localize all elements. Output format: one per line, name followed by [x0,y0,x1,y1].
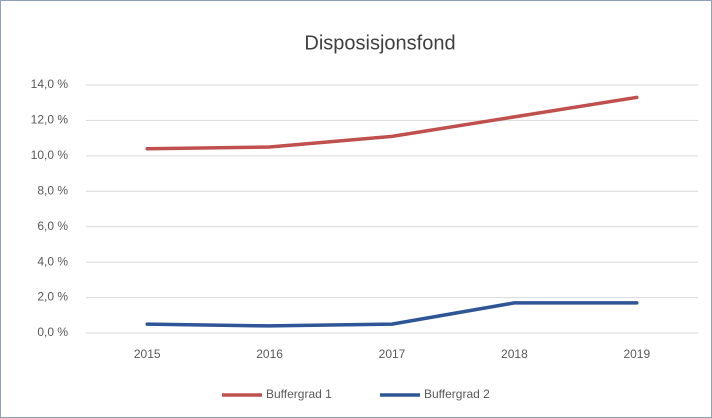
y-tick-label: 0,0 % [37,325,68,339]
y-tick-label: 10,0 % [31,148,69,162]
series-line [145,301,639,328]
y-tick-label: 14,0 % [31,77,69,91]
legend-label: Buffergrad 1 [266,387,332,401]
x-tick-label: 2018 [501,347,528,361]
x-tick-label: 2015 [134,347,161,361]
chart-title: Disposisjonsfond [304,32,455,54]
series-line [145,95,639,151]
y-tick-label: 4,0 % [37,254,68,268]
x-tick-label: 2016 [256,347,283,361]
y-tick-label: 8,0 % [37,183,68,197]
y-tick-label: 6,0 % [37,219,68,233]
x-tick-label: 2017 [379,347,406,361]
legend-label: Buffergrad 2 [424,387,490,401]
x-tick-label: 2019 [623,347,650,361]
y-tick-label: 2,0 % [37,290,68,304]
y-tick-label: 12,0 % [31,113,69,127]
